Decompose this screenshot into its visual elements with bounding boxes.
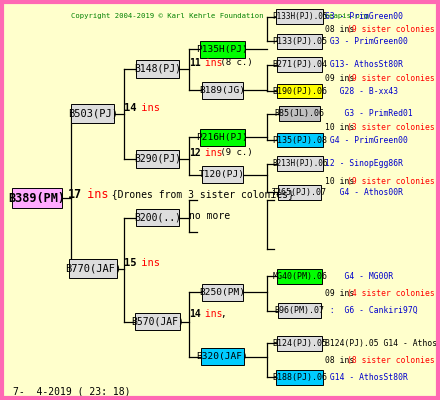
Text: T120(PJ): T120(PJ) <box>199 170 245 179</box>
Text: B188(PJ).06: B188(PJ).06 <box>272 373 327 382</box>
Text: (4 sister colonies): (4 sister colonies) <box>347 289 440 298</box>
Text: (9 sister colonies): (9 sister colonies) <box>347 177 440 186</box>
FancyBboxPatch shape <box>277 269 323 284</box>
Text: B503(PJ): B503(PJ) <box>68 109 118 119</box>
Text: ins: ins <box>199 58 222 68</box>
Text: no more: no more <box>189 211 230 221</box>
Text: P133(PJ).05: P133(PJ).05 <box>272 37 327 46</box>
FancyBboxPatch shape <box>202 284 242 300</box>
FancyBboxPatch shape <box>136 209 179 226</box>
Text: B290(PJ): B290(PJ) <box>134 154 181 164</box>
Text: G4 - PrimGreen00: G4 - PrimGreen00 <box>325 136 408 144</box>
Text: 09 ins: 09 ins <box>325 289 355 298</box>
Text: B96(PM).07: B96(PM).07 <box>275 306 325 315</box>
FancyBboxPatch shape <box>276 370 323 385</box>
Text: B320(JAF): B320(JAF) <box>196 352 248 361</box>
Text: 10 ins: 10 ins <box>325 123 355 132</box>
FancyBboxPatch shape <box>278 185 321 200</box>
FancyBboxPatch shape <box>277 84 323 98</box>
Text: :  G6 - Cankiri97Q: : G6 - Cankiri97Q <box>325 306 418 315</box>
FancyBboxPatch shape <box>12 188 62 208</box>
FancyBboxPatch shape <box>135 313 180 330</box>
FancyBboxPatch shape <box>279 106 320 121</box>
FancyBboxPatch shape <box>136 60 179 78</box>
Text: {Drones from 3 sister colonies}: {Drones from 3 sister colonies} <box>100 189 294 199</box>
Text: P135H(PJ): P135H(PJ) <box>196 44 248 54</box>
Text: B124(PJ).05 G14 - AthosSt80R: B124(PJ).05 G14 - AthosSt80R <box>325 338 440 348</box>
Text: B271(PJ).04: B271(PJ).04 <box>272 60 327 69</box>
Text: (8 c.): (8 c.) <box>215 58 253 67</box>
Text: 10 ins: 10 ins <box>325 177 355 186</box>
Text: 09 ins: 09 ins <box>325 74 355 83</box>
Text: 08 ins: 08 ins <box>325 25 355 34</box>
Text: 14: 14 <box>124 103 137 113</box>
Text: (3 sister colonies): (3 sister colonies) <box>347 123 440 132</box>
Text: 14: 14 <box>189 309 201 319</box>
Text: G13- AthosSt80R: G13- AthosSt80R <box>325 60 403 69</box>
Text: P216H(PJ): P216H(PJ) <box>196 133 248 142</box>
FancyBboxPatch shape <box>277 57 323 72</box>
Text: ins: ins <box>135 103 160 113</box>
Text: P133H(PJ).05: P133H(PJ).05 <box>272 12 327 21</box>
Text: 11: 11 <box>189 58 201 68</box>
Text: G3 - PrimGreen00: G3 - PrimGreen00 <box>325 12 403 21</box>
Text: G14 - AthosSt80R: G14 - AthosSt80R <box>325 373 408 382</box>
Text: G3 - PrimRed01: G3 - PrimRed01 <box>325 109 413 118</box>
FancyBboxPatch shape <box>277 156 323 171</box>
Text: B213H(PJ).06: B213H(PJ).06 <box>272 159 327 168</box>
Text: B190(PJ).06: B190(PJ).06 <box>272 86 327 96</box>
Text: B148(PJ): B148(PJ) <box>134 64 181 74</box>
Text: R85(JL).06: R85(JL).06 <box>275 109 325 118</box>
FancyBboxPatch shape <box>277 34 323 49</box>
Text: MG40(PM).06: MG40(PM).06 <box>272 272 327 281</box>
Text: B250(PM): B250(PM) <box>199 288 245 297</box>
Text: B389(PM): B389(PM) <box>8 192 65 204</box>
Text: B124(PJ).05: B124(PJ).05 <box>272 338 327 348</box>
Text: 17: 17 <box>68 188 82 201</box>
Text: 15: 15 <box>124 258 137 268</box>
FancyBboxPatch shape <box>201 348 244 365</box>
Text: Copyright 2004-2019 © Karl Kehrle Foundation    www.pedigreeapis.org: Copyright 2004-2019 © Karl Kehrle Founda… <box>71 13 369 19</box>
Text: ins: ins <box>135 258 160 268</box>
Text: ,: , <box>215 309 227 319</box>
Text: B189(JG): B189(JG) <box>199 86 245 95</box>
FancyBboxPatch shape <box>276 9 323 24</box>
FancyBboxPatch shape <box>69 259 117 278</box>
FancyBboxPatch shape <box>71 104 114 123</box>
FancyBboxPatch shape <box>202 166 242 183</box>
Text: G3 - PrimGreen00: G3 - PrimGreen00 <box>325 37 408 46</box>
FancyBboxPatch shape <box>278 303 321 318</box>
Text: 12 - SinopEgg86R: 12 - SinopEgg86R <box>325 159 403 168</box>
Text: 12: 12 <box>189 148 201 158</box>
FancyBboxPatch shape <box>202 82 242 99</box>
Text: G4 - Athos00R: G4 - Athos00R <box>325 188 403 197</box>
FancyBboxPatch shape <box>277 336 323 350</box>
Text: (9 sister colonies): (9 sister colonies) <box>347 25 440 34</box>
Text: ins: ins <box>199 148 222 158</box>
FancyBboxPatch shape <box>277 132 323 148</box>
Text: G28 - B-xx43: G28 - B-xx43 <box>325 86 398 96</box>
Text: P135(PJ).08: P135(PJ).08 <box>272 136 327 144</box>
Text: 7-  4-2019 ( 23: 18): 7- 4-2019 ( 23: 18) <box>13 386 131 396</box>
Text: ins: ins <box>199 309 222 319</box>
FancyBboxPatch shape <box>136 150 179 168</box>
Text: T265(PJ).07: T265(PJ).07 <box>272 188 327 197</box>
Text: (9 c.): (9 c.) <box>215 148 253 158</box>
Text: B770(JAF): B770(JAF) <box>65 264 121 274</box>
Text: 08 ins: 08 ins <box>325 356 355 365</box>
Text: G4 - MG00R: G4 - MG00R <box>325 272 393 281</box>
Text: B570(JAF): B570(JAF) <box>131 316 184 326</box>
Text: ins: ins <box>80 188 109 201</box>
FancyBboxPatch shape <box>199 41 245 58</box>
FancyBboxPatch shape <box>199 129 245 146</box>
Text: (9 sister colonies): (9 sister colonies) <box>347 74 440 83</box>
Text: B200(..): B200(..) <box>134 213 181 223</box>
Text: (8 sister colonies): (8 sister colonies) <box>347 356 440 365</box>
